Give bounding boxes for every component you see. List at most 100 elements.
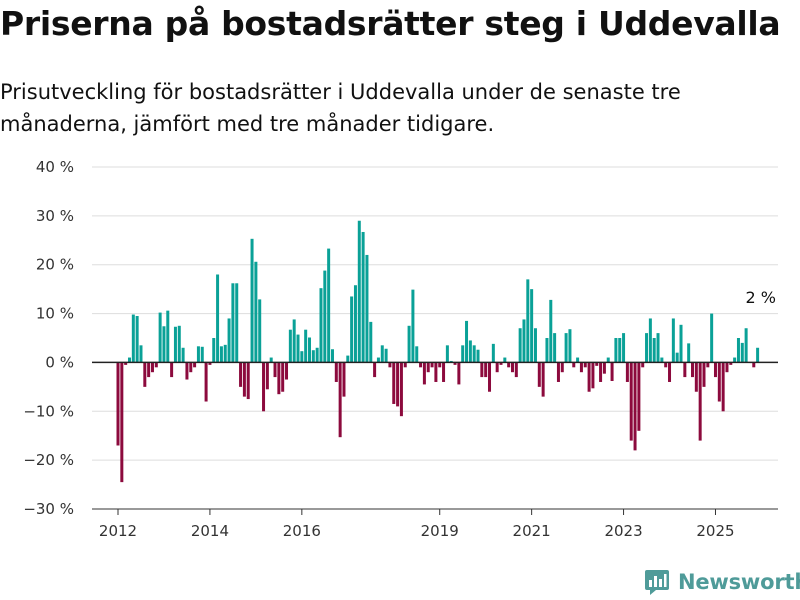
bar	[438, 362, 442, 368]
bar	[706, 362, 710, 368]
bar	[507, 362, 511, 368]
bar	[702, 362, 706, 387]
bar	[219, 346, 223, 363]
grid-lines	[92, 166, 778, 510]
bar	[166, 310, 170, 363]
bar	[158, 312, 162, 363]
bar	[671, 318, 675, 363]
bar	[453, 362, 457, 365]
bar	[426, 362, 430, 373]
bar	[645, 333, 649, 363]
bar	[373, 362, 377, 378]
bar	[629, 362, 633, 441]
x-tick-label: 2019	[421, 522, 459, 540]
bar	[430, 362, 434, 368]
bar	[740, 342, 744, 363]
bar	[691, 362, 694, 378]
bar	[618, 338, 622, 363]
bar	[652, 338, 656, 363]
bar	[208, 362, 212, 365]
bar	[495, 362, 499, 373]
bar	[599, 362, 603, 382]
bar	[254, 261, 258, 363]
bar	[265, 362, 269, 390]
bar	[442, 362, 446, 382]
bar	[365, 254, 369, 363]
bar	[193, 362, 197, 368]
bar	[262, 362, 266, 412]
bar	[212, 338, 216, 363]
bar	[162, 326, 166, 363]
bar	[499, 362, 503, 365]
bar	[717, 362, 721, 402]
bar	[361, 231, 365, 363]
bar	[526, 279, 530, 363]
bar	[614, 338, 618, 363]
bar	[422, 362, 426, 385]
bar	[637, 362, 641, 431]
bar	[399, 362, 403, 417]
bar	[545, 338, 549, 363]
bar	[246, 362, 250, 400]
bar	[150, 362, 154, 373]
bar	[660, 357, 664, 363]
bar	[480, 362, 484, 378]
bar	[376, 357, 380, 363]
bar	[235, 283, 239, 363]
bar	[277, 362, 281, 395]
bar	[687, 343, 691, 363]
bar	[522, 319, 526, 363]
bar	[223, 344, 227, 363]
bar	[468, 340, 472, 363]
bar	[510, 362, 514, 373]
bar	[648, 318, 652, 363]
bar	[457, 362, 461, 385]
bar	[384, 348, 388, 363]
bar	[664, 362, 668, 368]
bar	[484, 362, 488, 378]
bar	[196, 346, 200, 363]
bar	[300, 351, 304, 363]
bar	[465, 320, 469, 363]
bar	[350, 296, 354, 363]
bar	[304, 329, 308, 363]
bar	[204, 362, 208, 402]
newsworthy-logo-icon	[645, 570, 669, 595]
annotations: 2 %	[745, 288, 775, 307]
bar	[396, 362, 400, 407]
bar	[560, 362, 564, 373]
bar	[591, 362, 595, 389]
bar	[595, 362, 599, 366]
bar	[752, 362, 756, 368]
bar	[181, 347, 185, 363]
bar	[380, 345, 384, 363]
bar	[120, 362, 124, 483]
bar	[323, 270, 327, 363]
y-axis-labels: −30 % −20 % −10 % 0 % 10 % 20 % 30 % 40 %	[23, 158, 74, 518]
bar	[239, 362, 243, 387]
bar	[553, 333, 557, 363]
bar	[668, 362, 672, 382]
bar	[330, 349, 334, 363]
bar	[476, 349, 480, 363]
bar	[564, 333, 568, 363]
bar	[131, 314, 135, 363]
bar	[285, 362, 289, 380]
bar	[411, 289, 415, 363]
bar	[641, 362, 645, 368]
bar	[338, 362, 342, 438]
bar	[679, 324, 683, 363]
bar	[127, 357, 131, 363]
y-tick-label: 40 %	[36, 158, 74, 176]
bar	[327, 248, 331, 363]
bar	[311, 350, 315, 363]
y-tick-label: 30 %	[36, 207, 74, 225]
x-tick-label: 2021	[513, 522, 551, 540]
bar	[216, 274, 220, 363]
bar	[369, 321, 373, 363]
bar	[556, 362, 560, 382]
bar	[710, 313, 714, 363]
bar	[503, 357, 507, 363]
bar	[683, 362, 687, 378]
bar	[342, 362, 346, 397]
